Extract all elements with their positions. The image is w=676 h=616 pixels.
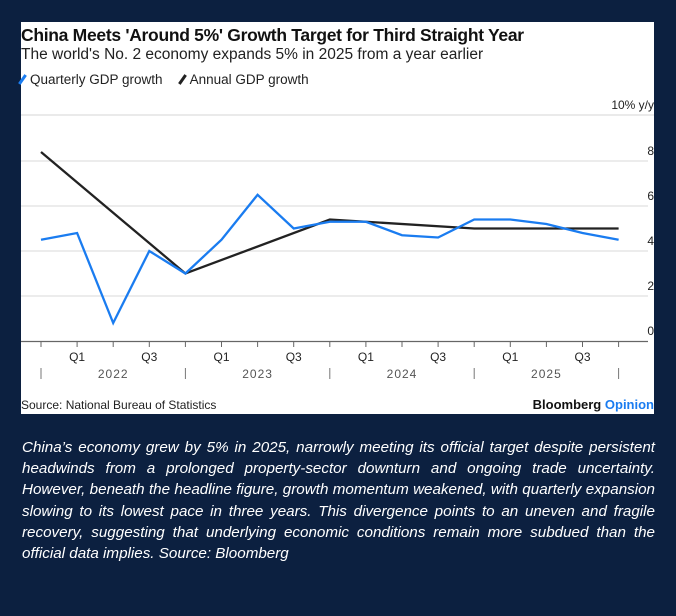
chart-title: China Meets 'Around 5%' Growth Target fo…: [21, 25, 524, 45]
plot-area: 10% y/y 8 6 4 2 0 Q1 Q3 Q1 Q3 Q1 Q3 Q1 Q3 2022 2023 2024…: [21, 98, 654, 381]
x-quarter-label: Q1: [502, 350, 518, 364]
x-quarter-label: Q3: [141, 350, 157, 364]
x-quarter-label: Q3: [574, 350, 590, 364]
chart-panel: China Meets 'Around 5%' Growth Target fo…: [18, 22, 654, 414]
quarterly-gdp-line: [40, 193, 619, 326]
legend: Quarterly GDP growth Annual GDP growth: [18, 72, 309, 87]
x-year-label: 2023: [242, 367, 273, 381]
legend-label-quarterly: Quarterly GDP growth: [30, 72, 163, 87]
x-year-label: 2022: [98, 367, 129, 381]
brand-logo: Bloomberg Opinion: [533, 397, 654, 412]
annual-gdp-line: [40, 151, 619, 275]
source-note: Source: National Bureau of Statistics: [21, 398, 217, 412]
y-axis-unit-label: 10% y/y: [611, 98, 654, 112]
legend-item-annual: Annual GDP growth: [177, 72, 309, 87]
x-year-label: 2025: [531, 367, 562, 381]
brand-suffix: Opinion: [604, 397, 654, 412]
x-quarter-label: Q1: [69, 350, 85, 364]
x-quarter-label: Q3: [286, 350, 302, 364]
legend-item-quarterly: Quarterly GDP growth: [18, 72, 163, 87]
caption-text: China’s economy grew by 5% in 2025, narr…: [22, 439, 655, 563]
y-tick-label: 6: [647, 189, 654, 203]
brand-name: Bloomberg: [532, 397, 602, 412]
y-tick-label: 2: [647, 279, 654, 293]
y-tick-label: 0: [647, 324, 654, 338]
legend-label-annual: Annual GDP growth: [189, 72, 309, 87]
x-quarter-label: Q1: [358, 350, 374, 364]
y-tick-label: 8: [647, 144, 654, 158]
x-quarter-label: Q3: [430, 350, 446, 364]
x-year-label: 2024: [387, 367, 418, 381]
x-quarter-label: Q1: [213, 350, 229, 364]
chart-subtitle: The world's No. 2 economy expands 5% in …: [21, 46, 484, 63]
y-tick-label: 4: [647, 234, 654, 248]
